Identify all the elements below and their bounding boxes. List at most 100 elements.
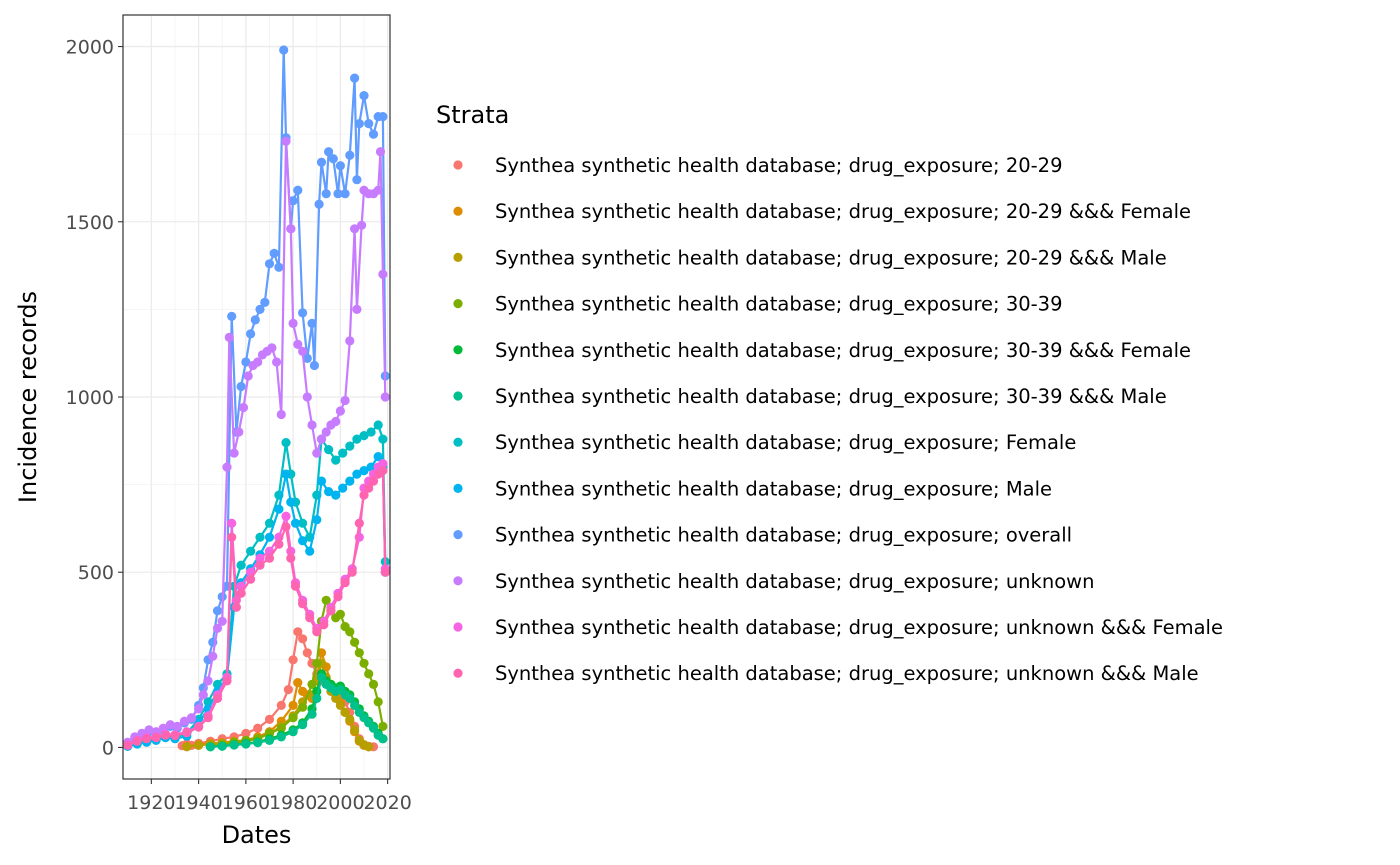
data-point [350, 73, 360, 83]
data-point [302, 353, 312, 363]
data-point [234, 427, 244, 437]
legend-key [453, 299, 463, 309]
data-point [236, 560, 246, 570]
data-point [276, 723, 286, 733]
data-point [312, 693, 322, 704]
data-point [286, 224, 296, 234]
data-point [368, 476, 379, 486]
legend-key [453, 483, 463, 493]
x-tick-label: 1920 [127, 792, 175, 814]
data-point [236, 381, 246, 392]
legend-label: Synthea synthetic health database; drug_… [495, 477, 1052, 500]
x-tick-label: 1940 [174, 792, 222, 814]
data-point [281, 438, 291, 448]
data-point [238, 402, 249, 413]
data-point [288, 318, 298, 328]
data-point [368, 129, 379, 139]
data-point [321, 427, 331, 437]
data-point [352, 434, 362, 444]
data-point [350, 700, 360, 711]
data-point [241, 357, 251, 367]
legend-key [453, 576, 463, 586]
data-point [288, 713, 298, 723]
data-point [366, 427, 376, 437]
data-point [368, 679, 379, 690]
legend-label: Synthea synthetic health database; drug_… [495, 246, 1167, 269]
data-point [345, 693, 355, 704]
data-point [331, 693, 341, 704]
data-point [312, 627, 322, 637]
data-point [290, 518, 301, 528]
data-point [309, 360, 319, 371]
data-point [378, 466, 388, 476]
data-point [288, 655, 298, 665]
data-point [264, 553, 275, 563]
data-point [253, 723, 263, 733]
data-point [222, 676, 232, 686]
y-tick-label: 1500 [66, 212, 114, 234]
data-point [373, 185, 383, 195]
data-point [331, 416, 341, 427]
data-point [203, 713, 213, 723]
legend-label: Synthea synthetic health database; drug_… [495, 293, 1063, 316]
data-point [364, 742, 374, 752]
data-point [298, 702, 308, 712]
x-axis-title: Dates [222, 821, 292, 849]
data-point [350, 224, 360, 234]
data-point [186, 713, 197, 723]
data-point [319, 620, 329, 630]
data-point [224, 332, 234, 342]
legend-label: Synthea synthetic health database; drug_… [495, 385, 1167, 408]
x-tick-label: 2020 [363, 792, 411, 814]
data-point [274, 262, 284, 272]
data-point [229, 448, 239, 458]
data-point [359, 658, 369, 668]
data-point [324, 445, 334, 455]
data-point [243, 371, 253, 381]
data-point [279, 45, 289, 55]
data-point [378, 734, 388, 744]
data-point [241, 728, 251, 739]
legend-items: Synthea synthetic health database; drug_… [453, 154, 1223, 685]
data-point [352, 304, 362, 314]
data-point [293, 678, 303, 688]
legend-label: Synthea synthetic health database; drug_… [495, 524, 1072, 547]
data-point [142, 734, 152, 744]
data-point [144, 725, 154, 735]
legend-label: Synthea synthetic health database; drug_… [495, 200, 1191, 223]
data-point [281, 136, 291, 146]
data-point [352, 175, 362, 185]
data-point [212, 693, 223, 704]
legend-key [453, 622, 463, 632]
data-point [217, 741, 227, 751]
series-line [127, 455, 387, 748]
data-point [378, 434, 388, 444]
series-6 [205, 672, 388, 752]
data-point [298, 308, 308, 318]
series-10 [123, 136, 390, 747]
data-point [253, 738, 263, 748]
legend-key [453, 345, 463, 355]
data-point [170, 730, 180, 741]
data-point [340, 395, 350, 406]
data-point [378, 459, 388, 469]
data-point [298, 536, 308, 546]
data-point [340, 189, 350, 199]
data-point [231, 602, 241, 612]
data-point [378, 112, 388, 122]
data-point [293, 627, 303, 637]
data-point [333, 592, 343, 602]
data-point [272, 357, 282, 367]
legend-label: Synthea synthetic health database; drug_… [495, 616, 1223, 639]
data-point [357, 220, 367, 230]
data-point [250, 315, 260, 325]
legend-key [453, 668, 463, 678]
data-point [165, 720, 175, 730]
y-tick-label: 500 [78, 562, 114, 584]
data-point [335, 161, 345, 171]
data-point [203, 676, 213, 686]
data-point [312, 515, 322, 525]
data-point [281, 511, 291, 521]
data-point [335, 609, 345, 619]
